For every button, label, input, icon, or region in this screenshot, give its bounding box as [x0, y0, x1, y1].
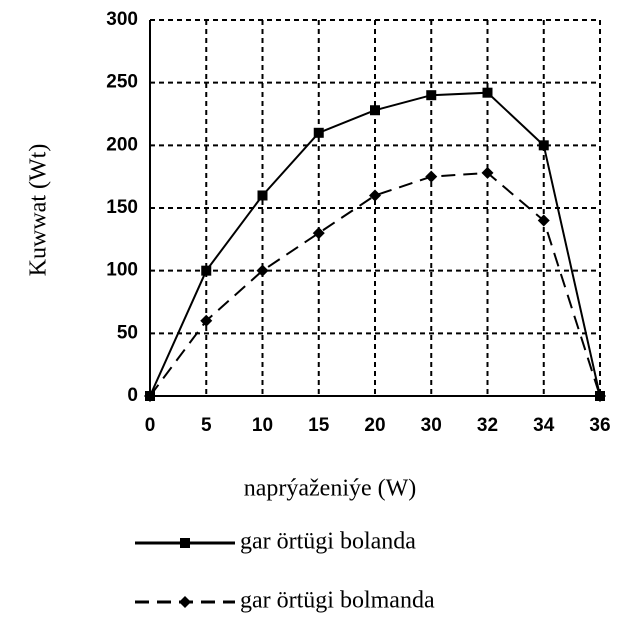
x-tick-label: 5	[201, 415, 212, 436]
marker	[201, 265, 212, 276]
y-tick-label: 250	[106, 72, 138, 93]
marker	[180, 538, 190, 548]
x-tick-label: 34	[533, 415, 555, 436]
y-tick-label: 50	[117, 322, 138, 343]
marker	[369, 189, 381, 202]
x-axis-label: naprýaženiýe (W)	[244, 476, 417, 502]
x-tick-label: 0	[145, 415, 156, 436]
x-tick-label: 15	[308, 415, 330, 436]
marker	[538, 140, 549, 151]
legend-label: gar örtügi bolmanda	[240, 588, 435, 614]
marker	[200, 314, 213, 327]
x-tick-label: 20	[364, 415, 385, 436]
marker	[426, 90, 437, 101]
legend-label: gar örtügi bolanda	[240, 529, 416, 555]
marker	[481, 166, 494, 179]
y-tick-label: 100	[106, 260, 138, 281]
y-tick-label: 300	[106, 9, 138, 30]
x-tick-label: 32	[477, 415, 498, 436]
y-tick-label: 200	[106, 134, 138, 155]
series-line	[149, 171, 601, 397]
marker	[179, 596, 191, 608]
marker	[425, 170, 438, 183]
marker	[256, 264, 269, 277]
marker	[594, 390, 606, 402]
x-tick-label: 10	[252, 415, 273, 436]
marker	[370, 105, 380, 116]
x-tick-label: 36	[589, 415, 610, 436]
marker	[144, 390, 156, 402]
y-tick-label: 150	[106, 197, 138, 218]
x-tick-label: 30	[421, 415, 442, 436]
y-tick-label: 0	[127, 385, 138, 406]
y-axis-label: Kuwwat (Wt)	[26, 144, 52, 277]
marker	[257, 190, 268, 201]
marker	[312, 227, 325, 240]
marker	[482, 87, 493, 98]
marker	[313, 127, 324, 138]
marker	[537, 214, 550, 227]
